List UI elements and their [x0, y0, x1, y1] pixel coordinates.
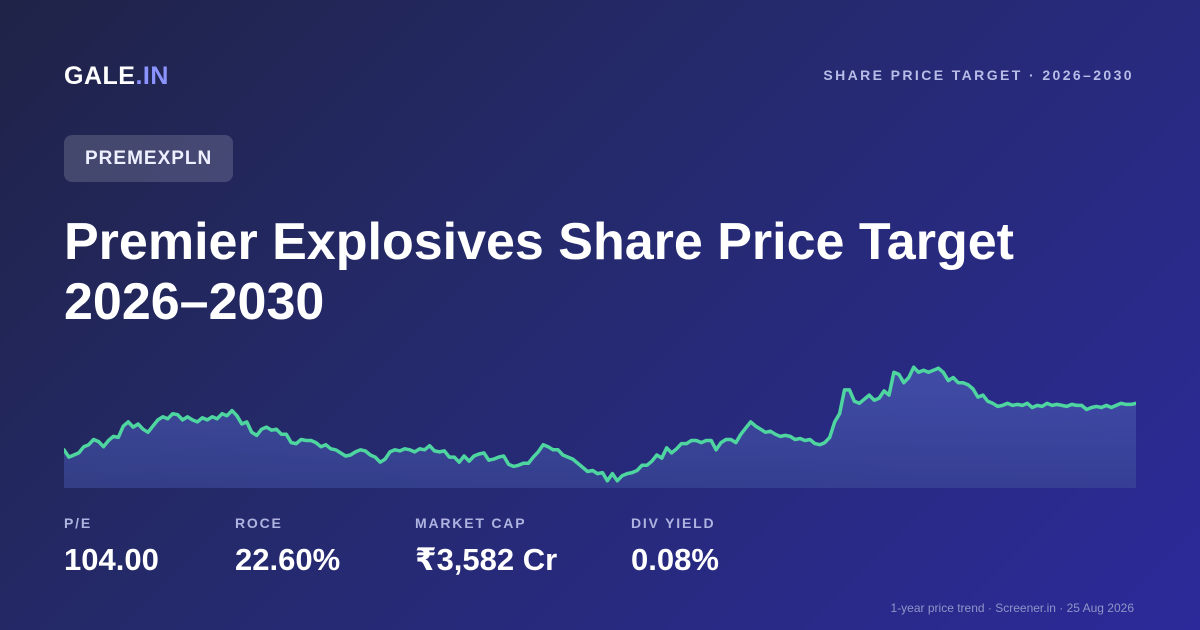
price-trend-chart — [64, 365, 1136, 488]
metric-pe: P/E 104.00 — [64, 515, 159, 578]
header-tag: SHARE PRICE TARGET · 2026–2030 — [823, 67, 1134, 83]
brand-suffix: .IN — [135, 62, 169, 90]
ticker-badge: PREMEXPLN — [64, 135, 234, 182]
price-trend-line — [64, 365, 1136, 483]
metric-label: MARKET CAP — [415, 515, 527, 531]
metric-label: DIV YIELD — [631, 515, 716, 531]
metric-label: ROCE — [235, 515, 283, 531]
metric-value: ₹3,582 Cr — [415, 542, 558, 577]
metric-label: P/E — [64, 515, 92, 531]
footer-note: 1-year price trend · Screener.in · 25 Au… — [890, 601, 1134, 615]
metric-value: 104.00 — [64, 542, 159, 577]
metric-roce: ROCE 22.60% — [235, 515, 340, 578]
metric-market-cap: MARKET CAP ₹3,582 Cr — [415, 515, 557, 578]
metric-div-yield: DIV YIELD 0.08% — [631, 515, 719, 578]
price-trend-area — [64, 367, 1136, 488]
brand-logo[interactable]: GALE.IN — [64, 62, 169, 91]
brand-name: GALE — [64, 62, 136, 90]
page-title: Premier Explosives Share Price Target 20… — [64, 213, 1014, 331]
metric-value: 0.08% — [631, 542, 719, 577]
metric-value: 22.60% — [235, 542, 341, 577]
ticker-symbol: PREMEXPLN — [85, 147, 213, 169]
